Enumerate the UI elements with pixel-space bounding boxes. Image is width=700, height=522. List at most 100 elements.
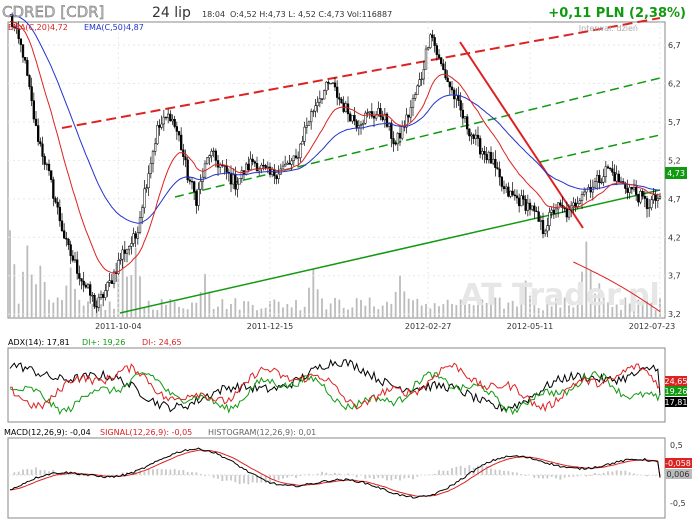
histogram-bar bbox=[633, 473, 635, 475]
candle-body bbox=[106, 282, 109, 291]
histogram-bar bbox=[347, 473, 349, 475]
volume-bar bbox=[459, 299, 462, 318]
histogram-bar bbox=[494, 469, 497, 475]
volume-bar bbox=[134, 247, 137, 318]
volume-bar bbox=[186, 309, 189, 318]
candle-body bbox=[34, 118, 38, 126]
volume-bar bbox=[477, 304, 479, 318]
candle-body bbox=[288, 162, 291, 165]
histogram-bar bbox=[607, 471, 609, 475]
histogram-bar bbox=[433, 473, 436, 475]
candle-body bbox=[184, 156, 187, 161]
candle-body bbox=[294, 155, 298, 159]
candle-body bbox=[45, 163, 48, 166]
histogram-bar bbox=[602, 472, 605, 475]
histogram-bar bbox=[13, 472, 16, 475]
candle-body bbox=[401, 126, 404, 139]
candle-body bbox=[561, 205, 564, 208]
di-minus-value: 24,65 bbox=[665, 377, 688, 386]
di-plus-value: 19,26 bbox=[665, 387, 688, 396]
candle-body bbox=[446, 77, 449, 83]
candle-body bbox=[260, 164, 263, 169]
volume-bar bbox=[481, 299, 484, 318]
histogram-bar bbox=[35, 467, 37, 475]
candle-body bbox=[119, 258, 122, 261]
histogram-bar bbox=[48, 471, 50, 475]
candle-body bbox=[238, 178, 241, 185]
candle-body bbox=[537, 211, 540, 222]
candle-body bbox=[435, 45, 438, 55]
volume-bar bbox=[191, 302, 193, 318]
candle-body bbox=[84, 284, 87, 288]
candle-body bbox=[372, 116, 376, 119]
resistance-channel-line bbox=[61, 17, 661, 129]
volume-bar bbox=[403, 291, 406, 318]
histogram-bar bbox=[139, 470, 141, 475]
volume-bar bbox=[373, 306, 375, 318]
candle-body bbox=[528, 202, 532, 210]
candle-body bbox=[145, 187, 148, 190]
histogram-bar bbox=[451, 468, 453, 475]
macd-ytick-pos: 0,5 bbox=[670, 441, 683, 450]
volume-bar bbox=[147, 300, 150, 318]
candle-body bbox=[628, 187, 631, 193]
histogram-bar bbox=[594, 473, 596, 475]
volume-bar bbox=[325, 309, 328, 318]
candle-body bbox=[522, 195, 525, 200]
histogram-bar bbox=[82, 475, 85, 477]
candle-body bbox=[461, 109, 464, 119]
volume-bar bbox=[329, 303, 332, 318]
candle-body bbox=[518, 197, 521, 207]
histogram-bar bbox=[316, 473, 319, 475]
candle-body bbox=[138, 217, 142, 233]
candle-body bbox=[89, 284, 92, 296]
candle-body bbox=[485, 154, 488, 161]
histogram-bar bbox=[598, 473, 601, 475]
candle-body bbox=[32, 100, 35, 120]
volume-bar bbox=[490, 298, 492, 318]
candle-body bbox=[162, 116, 165, 125]
histogram-bar bbox=[550, 475, 553, 477]
candle-body bbox=[494, 158, 497, 168]
histogram-bar bbox=[620, 471, 622, 475]
candle-body bbox=[8, 15, 12, 18]
candle-body bbox=[277, 173, 280, 180]
volume-bar bbox=[637, 299, 640, 318]
volume-bar bbox=[646, 300, 648, 318]
candles bbox=[8, 12, 662, 313]
candle-body bbox=[310, 111, 313, 123]
histogram-bar bbox=[520, 473, 523, 475]
di-plus-badge bbox=[665, 386, 687, 396]
histogram-bar bbox=[238, 475, 241, 485]
volume-bar bbox=[360, 299, 362, 318]
candle-body bbox=[433, 37, 436, 46]
candle-body bbox=[273, 169, 276, 177]
candle-body bbox=[598, 175, 601, 183]
candle-body bbox=[377, 108, 380, 115]
volume-bar bbox=[39, 265, 42, 318]
volume-bar bbox=[290, 307, 293, 318]
candle-body bbox=[121, 249, 124, 260]
volume-bar bbox=[169, 298, 172, 318]
candle-body bbox=[208, 155, 211, 159]
candle-body bbox=[21, 44, 25, 58]
candle-body bbox=[658, 196, 662, 199]
candle-body bbox=[195, 191, 198, 206]
histogram-bar bbox=[69, 473, 72, 475]
candle-body bbox=[236, 183, 239, 190]
histogram-bar bbox=[416, 475, 419, 477]
histogram-bar bbox=[615, 470, 618, 475]
histogram-bar bbox=[446, 470, 449, 475]
histogram-bar bbox=[169, 469, 172, 475]
candle-body bbox=[394, 143, 397, 145]
candle-body bbox=[264, 165, 267, 169]
candle-body bbox=[151, 151, 155, 164]
histogram-bar bbox=[321, 471, 323, 475]
histogram-bar bbox=[490, 468, 492, 475]
macd-line bbox=[9, 447, 661, 499]
volume-bar bbox=[100, 304, 102, 318]
volume-bar bbox=[568, 305, 570, 318]
histogram-bar bbox=[507, 471, 510, 475]
histogram-bar bbox=[134, 470, 137, 475]
